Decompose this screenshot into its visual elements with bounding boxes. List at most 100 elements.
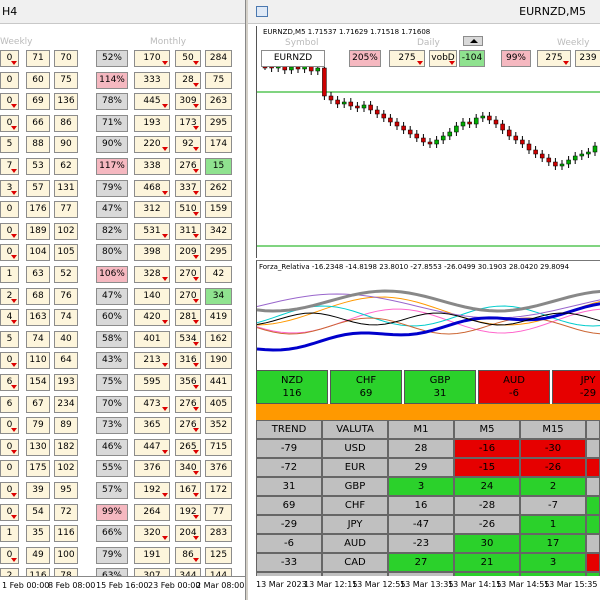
- arrow-down-icon: [11, 493, 17, 497]
- cell-value: 62: [60, 161, 72, 171]
- left-cell-b: 53: [26, 158, 50, 175]
- arrow-down-icon: [11, 298, 17, 303]
- indicator-line: [257, 289, 600, 313]
- cell-value: 276: [179, 420, 197, 431]
- table-row: 69 CHF 16 -28 -7: [256, 496, 600, 515]
- table-cell: 3: [388, 477, 454, 496]
- left-chart-window[interactable]: H4 Weekly Monthly 0 71 70 52% 170 50 284 0 60 75 1…: [0, 0, 246, 600]
- left-cell-a: 0: [0, 546, 19, 564]
- cell-value: 174: [209, 139, 228, 150]
- candle: [407, 126, 413, 138]
- candle: [533, 146, 538, 158]
- left-cell-pct: 99%: [96, 503, 128, 521]
- cell-value: 6: [6, 377, 13, 387]
- cell-value: 419: [209, 312, 228, 323]
- cell-value: 67: [32, 398, 44, 409]
- up-button[interactable]: [463, 36, 483, 46]
- cell-value: 90: [60, 139, 72, 150]
- cell-value: 468: [143, 182, 161, 193]
- cell-value: 534: [179, 333, 197, 344]
- left-data-row: 0 69 136 78% 445 309 263: [0, 93, 245, 111]
- left-cell-a: 0: [0, 93, 19, 111]
- left-cell-p: 401: [134, 330, 170, 348]
- cell-value: 510: [179, 204, 197, 215]
- candle: [368, 101, 373, 114]
- left-cell-r: 190: [205, 352, 232, 370]
- candle: [592, 142, 598, 156]
- candle: [401, 122, 406, 134]
- cell-value: 66: [32, 117, 44, 128]
- cell-value: 595: [143, 377, 161, 387]
- cell-value: 57: [32, 182, 44, 193]
- candle: [454, 122, 459, 136]
- arrow-down-icon: [162, 61, 168, 65]
- cell-value: 209: [179, 247, 197, 258]
- left-cell-p: 473: [134, 395, 170, 413]
- left-cell-a: 0: [0, 50, 19, 67]
- left-cell-pct: 75%: [96, 374, 128, 391]
- cell-value: 28: [182, 74, 194, 85]
- left-cell-a: 2: [0, 287, 19, 305]
- left-cell-r: 342: [205, 222, 232, 240]
- price-chart[interactable]: EURNZD,M5 1.71537 1.71629 1.71518 1.7160…: [256, 26, 600, 258]
- left-data-row: 5 88 90 90% 220 92 174: [0, 136, 245, 154]
- cell-value: 42: [212, 269, 225, 279]
- symbol-ohlc-line: EURNZD,M5 1.71537 1.71629 1.71518 1.7160…: [263, 28, 431, 36]
- left-cell-q: 50: [175, 50, 201, 67]
- left-cell-p: 213: [134, 352, 170, 370]
- left-cell-p: 320: [134, 525, 170, 543]
- cell-value: 405: [209, 398, 228, 409]
- time-tick-label: 1 Feb 00:00: [2, 581, 50, 590]
- candle: [513, 132, 519, 144]
- left-cell-a: 4: [0, 309, 19, 327]
- left-cell-pct: 80%: [96, 244, 128, 262]
- arrow-down-icon: [11, 514, 17, 519]
- cell-value: 420: [143, 312, 161, 323]
- arrow-down-icon: [11, 169, 17, 173]
- right-chart-window[interactable]: EURNZD,M5 EURNZD,M5 1.71537 1.71629 1.71…: [248, 0, 600, 600]
- cell-value: 312: [143, 204, 161, 215]
- left-cell-p: 447: [134, 438, 170, 456]
- indicator-panel[interactable]: Forza_Relativa -16.2348 -14.8198 23.8010…: [256, 260, 600, 370]
- time-tick-label: 13 Mar 2023: [256, 580, 307, 589]
- table-cell: [586, 458, 600, 477]
- table-cell: 29: [388, 458, 454, 477]
- right-window-titlebar[interactable]: EURNZD,M5: [248, 0, 600, 24]
- left-cell-pct: 71%: [96, 114, 128, 132]
- left-cell-b: 163: [26, 309, 50, 327]
- table-header-cell: M5: [454, 420, 520, 439]
- candle: [447, 128, 453, 140]
- table-cell: 2: [520, 477, 586, 496]
- candle: [381, 110, 387, 122]
- right-window-title: EURNZD,M5: [519, 5, 586, 18]
- cell-value: 47%: [101, 290, 122, 301]
- cell-value: 72: [60, 506, 72, 517]
- left-cell-b: 154: [26, 374, 50, 391]
- left-cell-c: 52: [54, 266, 78, 283]
- cell-value: 220: [143, 139, 161, 150]
- cell-value: 447: [143, 441, 161, 452]
- cell-value: 398: [143, 247, 161, 258]
- weekly-value-box-2: 239: [575, 50, 600, 67]
- left-cell-q: 270: [175, 287, 201, 305]
- left-cell-b: 63: [26, 266, 50, 283]
- left-cell-q: 28: [175, 71, 201, 89]
- table-cell: 24: [454, 477, 520, 496]
- symbol-box[interactable]: EURNZD: [261, 50, 325, 67]
- left-window-title[interactable]: H4: [0, 0, 245, 24]
- cell-value: 173: [179, 117, 197, 128]
- cell-value: 376: [209, 463, 228, 474]
- left-data-row: 5 74 40 58% 401 534 162: [0, 330, 245, 349]
- cell-value: 189: [29, 225, 47, 236]
- table-cell: [586, 496, 600, 515]
- left-cell-c: 193: [54, 374, 78, 391]
- cell-value: 116: [57, 528, 75, 539]
- cell-value: 82%: [101, 225, 122, 236]
- arrow-down-icon: [193, 104, 199, 109]
- cell-value: 58%: [101, 333, 122, 344]
- table-cell: -47: [388, 515, 454, 534]
- candle: [553, 158, 558, 170]
- table-cell: CAD: [322, 553, 388, 572]
- cell-value: 71: [32, 53, 44, 63]
- arrow-down-icon: [193, 298, 199, 303]
